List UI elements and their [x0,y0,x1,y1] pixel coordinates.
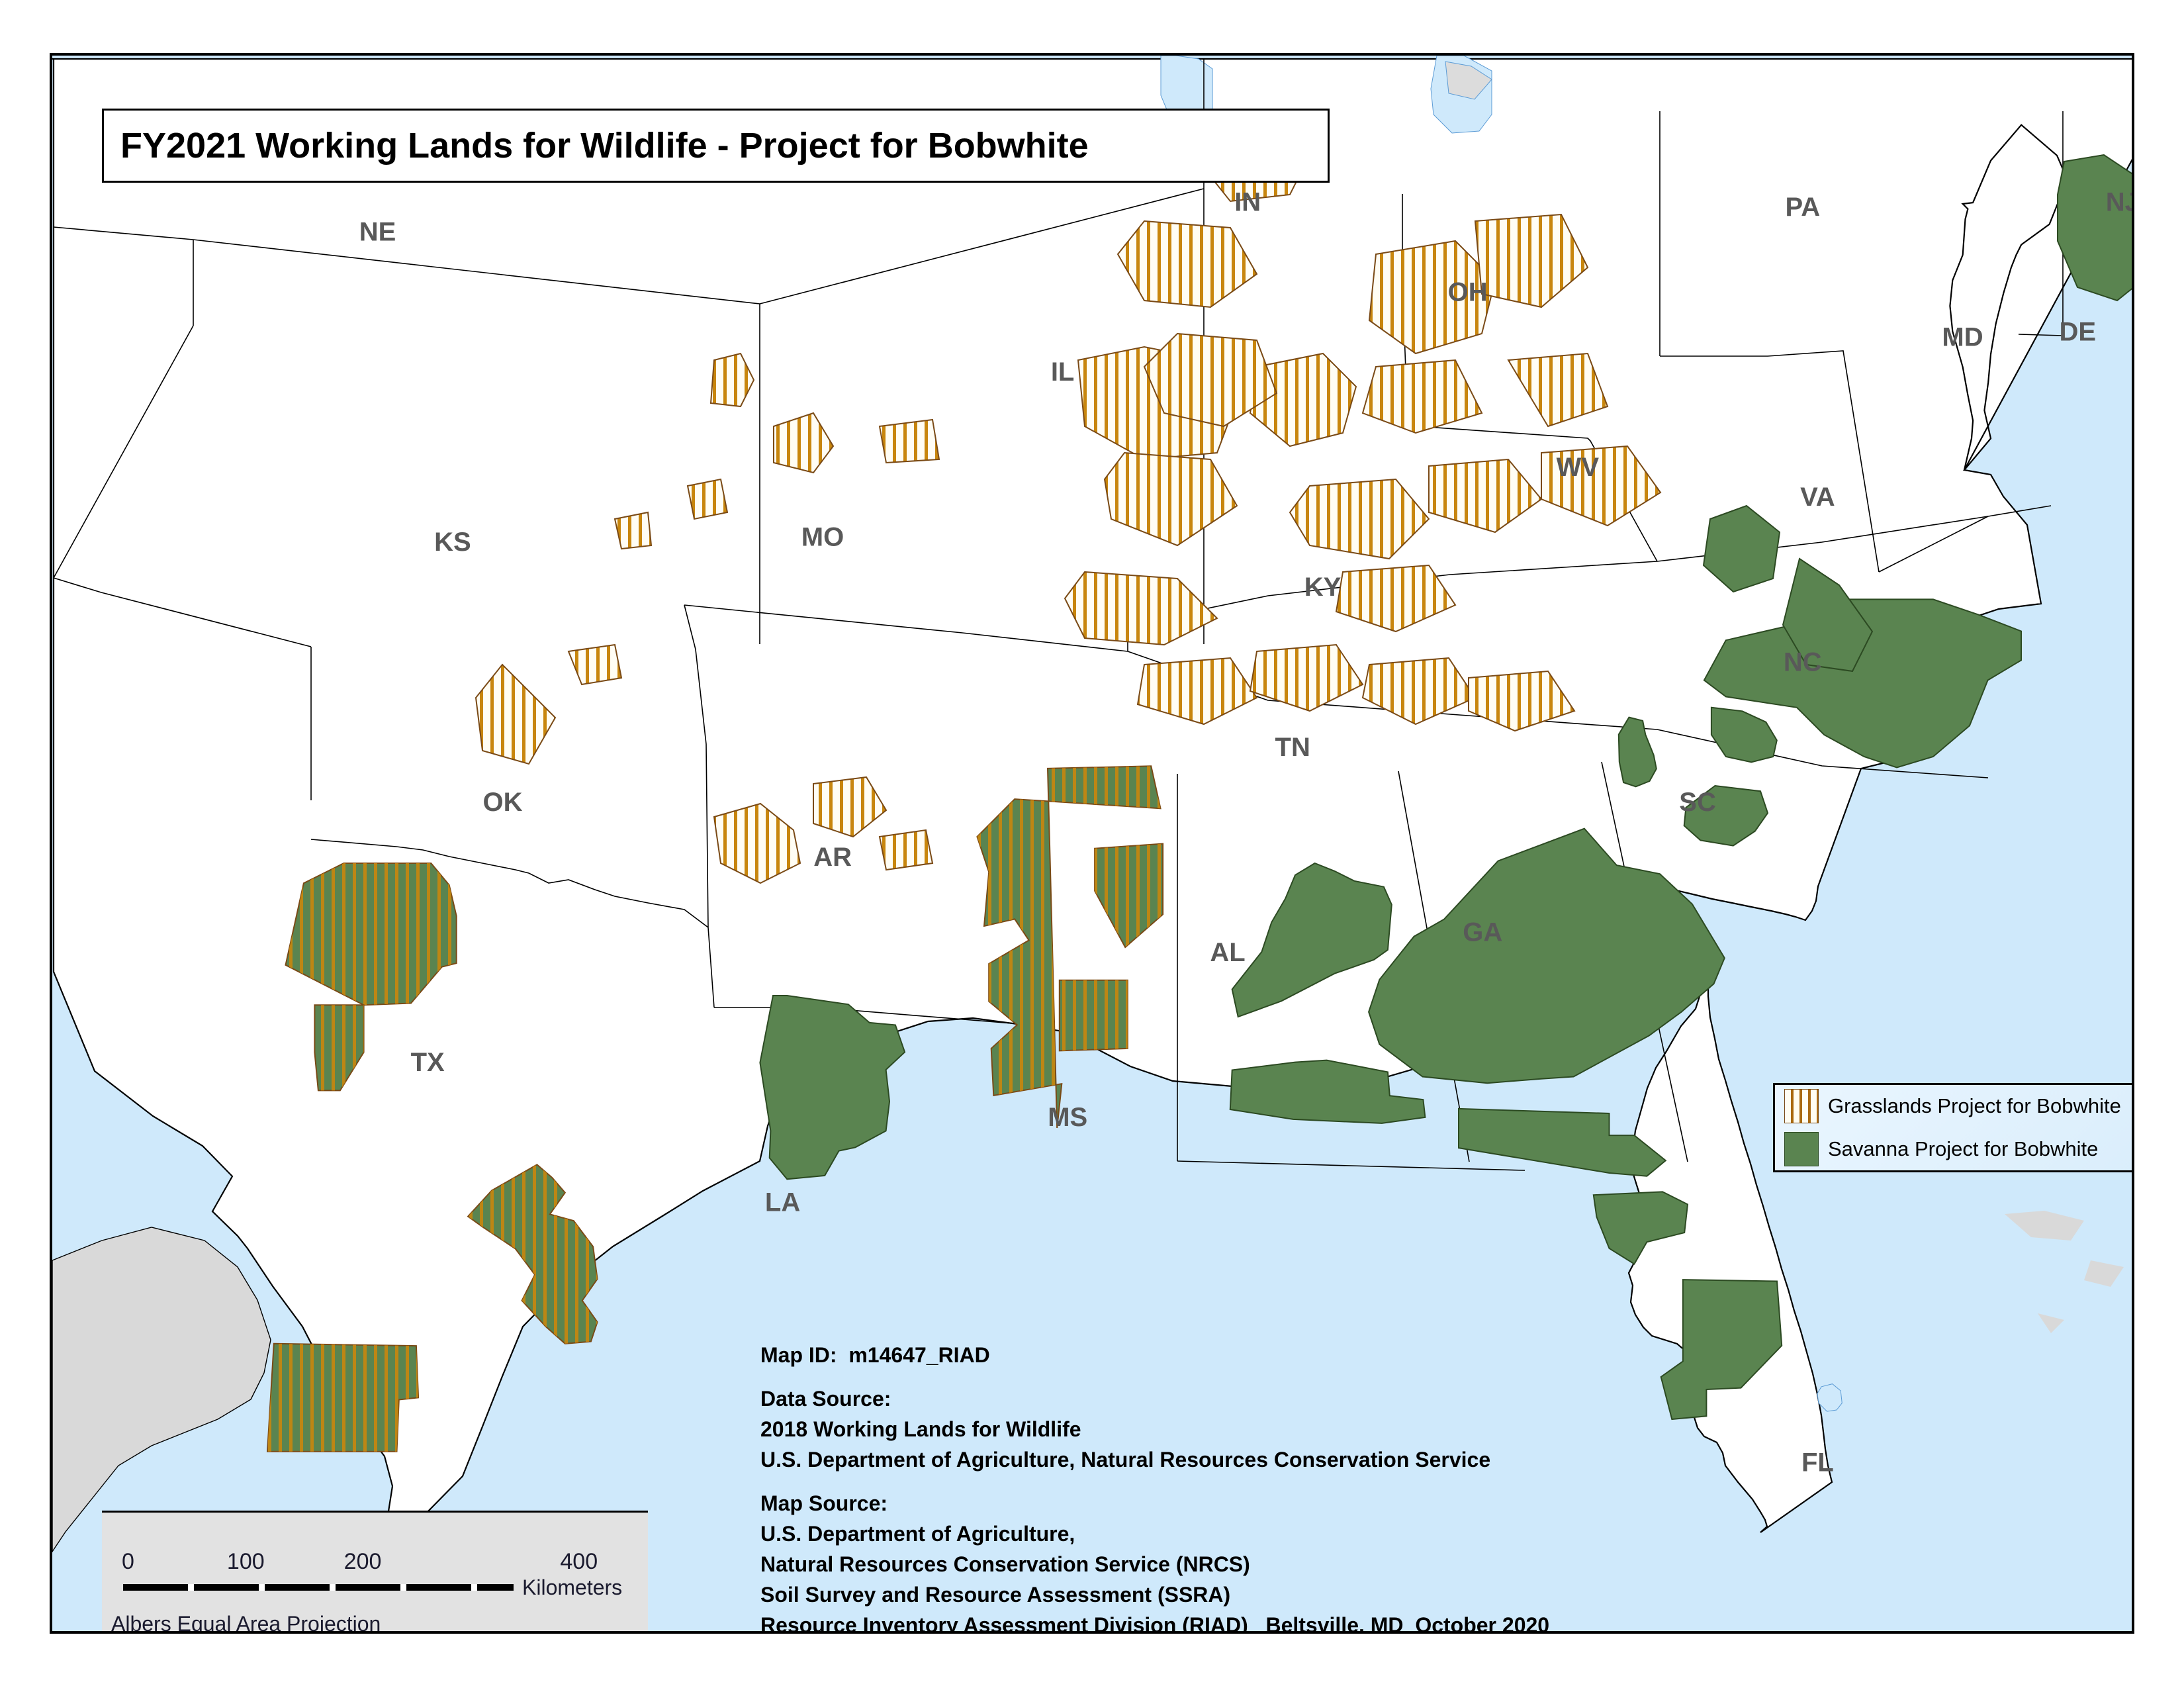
svg-text:LA: LA [765,1188,800,1217]
svg-text:SC: SC [1679,788,1716,817]
svg-text:TN: TN [1275,733,1310,762]
svg-text:NE: NE [359,218,396,247]
svg-text:FL: FL [1801,1448,1834,1477]
svg-text:PA: PA [1785,193,1820,222]
svg-text:MD: MD [1942,322,1983,352]
svg-text:KS: KS [434,528,471,557]
svg-text:VA: VA [1800,483,1835,512]
svg-text:AL: AL [1210,938,1245,967]
svg-text:MO: MO [801,523,844,552]
svg-text:GA: GA [1463,918,1502,947]
svg-text:NJ: NJ [2106,187,2134,216]
svg-text:IN: IN [1234,187,1261,216]
svg-text:OK: OK [483,788,523,817]
svg-text:TX: TX [411,1048,445,1077]
svg-text:IL: IL [1051,357,1075,387]
svg-text:MS: MS [1048,1103,1087,1132]
svg-text:NC: NC [1784,648,1822,677]
svg-text:WV: WV [1557,453,1600,482]
svg-text:DE: DE [2060,318,2097,347]
svg-text:KY: KY [1304,573,1342,602]
svg-text:OH: OH [1448,277,1488,306]
svg-text:AR: AR [813,843,852,872]
